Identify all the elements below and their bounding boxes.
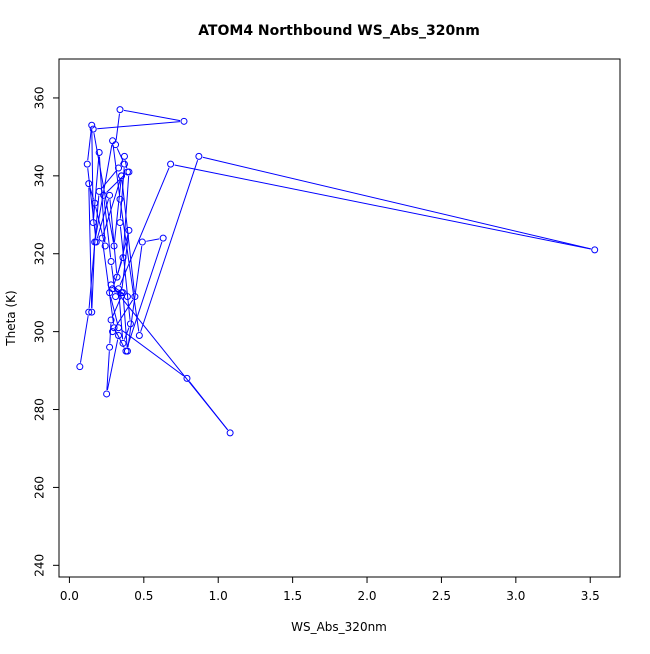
- y-tick-label: 360: [33, 86, 47, 109]
- y-tick-label: 340: [33, 164, 47, 187]
- x-tick-label: 2.5: [432, 589, 451, 603]
- y-tick-label: 320: [33, 242, 47, 265]
- y-tick-label: 240: [33, 554, 47, 577]
- x-tick-label: 3.5: [581, 589, 600, 603]
- y-tick-label: 300: [33, 320, 47, 343]
- x-tick-label: 1.5: [283, 589, 302, 603]
- y-tick-label: 280: [33, 398, 47, 421]
- x-axis-label: WS_Abs_320nm: [291, 620, 387, 634]
- x-tick-label: 0.0: [60, 589, 79, 603]
- x-tick-label: 0.5: [134, 589, 153, 603]
- y-tick-label: 260: [33, 476, 47, 499]
- x-tick-label: 1.0: [209, 589, 228, 603]
- x-tick-label: 2.0: [357, 589, 376, 603]
- chart-title: ATOM4 Northbound WS_Abs_320nm: [198, 23, 480, 39]
- x-tick-label: 3.0: [506, 589, 525, 603]
- y-axis-label: Theta (K): [4, 290, 18, 346]
